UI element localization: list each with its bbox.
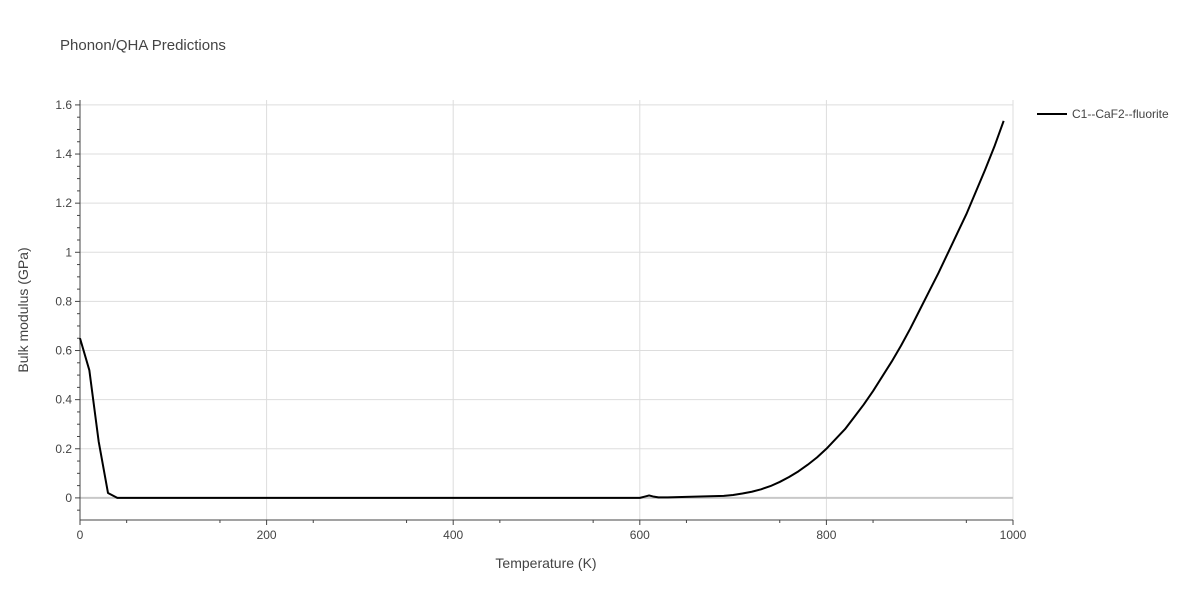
y-tick-label: 0.6 xyxy=(55,344,72,358)
y-tick-label: 1 xyxy=(65,245,72,259)
x-tick-label: 0 xyxy=(77,528,84,542)
x-tick-label: 600 xyxy=(630,528,650,542)
axes: 0 200 400 600 800 1000 0 0.2 0.4 0.6 0.8 1 1.2 1.4 1.6 xyxy=(55,98,1026,542)
x-axis-title: Temperature (K) xyxy=(495,555,596,571)
legend-label: C1--CaF2--fluorite xyxy=(1072,107,1169,121)
y-tick-label: 0.8 xyxy=(55,294,72,308)
y-axis-title: Bulk modulus (GPa) xyxy=(15,247,31,372)
series-line[interactable] xyxy=(79,120,1005,499)
x-tick-label: 200 xyxy=(257,528,277,542)
y-tick-label: 0.4 xyxy=(55,393,72,407)
series-layer xyxy=(79,120,1005,499)
y-tick-label: 1.2 xyxy=(55,196,72,210)
grid xyxy=(80,100,1014,520)
y-tick-label: 0 xyxy=(65,491,72,505)
y-tick-label: 1.6 xyxy=(55,98,72,112)
y-tick-label: 1.4 xyxy=(55,147,72,161)
x-tick-label: 400 xyxy=(443,528,463,542)
legend[interactable]: C1--CaF2--fluorite xyxy=(1037,107,1169,121)
y-tick-label: 0.2 xyxy=(55,442,72,456)
x-tick-label: 800 xyxy=(816,528,836,542)
chart-title: Phonon/QHA Predictions xyxy=(60,37,226,54)
x-tick-label: 1000 xyxy=(1000,528,1027,542)
